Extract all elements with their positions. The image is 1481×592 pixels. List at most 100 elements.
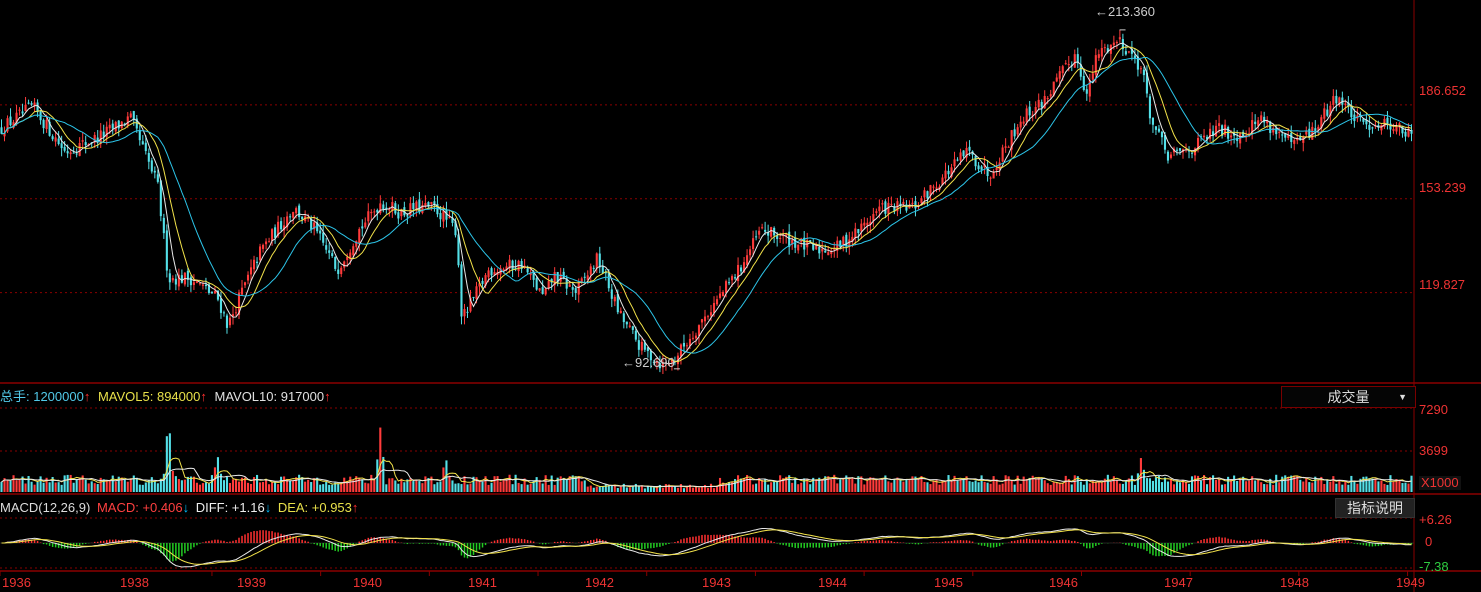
volume-bar	[271, 482, 274, 492]
candle-body	[319, 230, 322, 234]
volume-bar	[968, 481, 971, 492]
volume-bar	[132, 475, 135, 492]
candle-body	[156, 174, 159, 182]
volume-bar	[1103, 478, 1106, 492]
candle	[836, 236, 839, 258]
candle-body	[547, 281, 550, 289]
candle-body	[1362, 118, 1365, 122]
volume-bar	[694, 486, 698, 492]
candle-body	[1251, 120, 1254, 134]
volume-bar	[1323, 483, 1326, 492]
candle	[752, 230, 755, 257]
candle	[385, 202, 388, 214]
candle-body	[1088, 80, 1091, 97]
volume-bar	[932, 480, 935, 492]
volume-bar	[231, 479, 235, 492]
volume-bar	[1139, 458, 1142, 492]
candle	[818, 239, 821, 259]
candle	[460, 261, 463, 325]
volume-bar	[156, 483, 159, 492]
volume-bar	[265, 479, 268, 492]
volume-bar	[418, 481, 421, 492]
volume-bar	[12, 475, 15, 492]
candle	[655, 357, 658, 370]
candle-body	[869, 221, 872, 225]
volume-bar	[697, 487, 701, 492]
candle	[1010, 129, 1013, 158]
candle-body	[45, 119, 48, 130]
volume-bar	[989, 483, 992, 492]
candle-body	[740, 267, 743, 272]
volume-indicator-dropdown[interactable]: 成交量 ▼	[1281, 386, 1416, 408]
volume-bar	[60, 484, 63, 492]
candle-body	[818, 246, 821, 254]
volume-bar	[237, 481, 241, 492]
volume-bar	[661, 487, 664, 492]
candle-body	[541, 287, 544, 294]
candle-body	[367, 211, 370, 222]
candle-body	[1055, 77, 1058, 82]
indicator-help-button[interactable]: 指标说明	[1335, 498, 1415, 518]
volume-bar	[556, 477, 559, 492]
volume-bar	[607, 485, 610, 492]
volume-bar	[436, 482, 439, 492]
candle	[252, 255, 256, 275]
candle	[715, 295, 719, 306]
candle-body	[51, 136, 54, 140]
candle	[595, 252, 598, 273]
volume-bar	[1196, 475, 1200, 492]
candle-body	[1037, 99, 1040, 108]
volume-bar	[171, 470, 174, 492]
candle-body	[1118, 37, 1121, 40]
volume-bar	[836, 483, 839, 492]
volume-bar	[472, 476, 475, 492]
candle	[304, 210, 307, 224]
candle	[382, 200, 385, 213]
candle-body	[1242, 131, 1245, 136]
candle	[989, 176, 992, 186]
volume-bar	[1022, 476, 1025, 492]
candle-body	[731, 276, 734, 281]
volume-bar	[460, 484, 463, 492]
candle-body	[493, 272, 496, 275]
volume-bar	[1245, 481, 1248, 492]
candle	[69, 149, 72, 160]
x-tick-label: 1947	[1164, 575, 1193, 590]
candle	[322, 224, 325, 246]
candle-body	[625, 321, 628, 325]
candle	[866, 217, 869, 233]
candle-body	[171, 278, 174, 281]
candle-body	[538, 288, 541, 291]
macd-panel	[0, 528, 1414, 568]
volume-bar	[995, 479, 998, 492]
candle-body	[1151, 117, 1155, 125]
candle	[1203, 128, 1206, 142]
candle	[1100, 39, 1103, 63]
volume-unit: X1000	[1419, 475, 1461, 490]
volume-bar	[1010, 480, 1013, 492]
volume-bar	[180, 480, 183, 492]
volume-bar	[334, 482, 337, 492]
candle-body	[737, 264, 740, 282]
volume-bar	[520, 484, 523, 492]
candle	[941, 174, 944, 186]
volume-bar	[138, 484, 141, 492]
candle	[1284, 133, 1287, 142]
candle-body	[1130, 48, 1133, 54]
volume-bar	[99, 477, 102, 492]
candle	[637, 333, 640, 357]
candle-body	[463, 309, 466, 317]
candle-body	[361, 226, 364, 229]
volume-bar	[153, 481, 156, 492]
candle	[1022, 116, 1025, 126]
volume-bar	[286, 478, 289, 492]
volume-bar	[258, 482, 262, 492]
volume-bar	[839, 479, 842, 492]
volume-bar	[625, 487, 628, 492]
volume-bar	[860, 476, 863, 492]
volume-bar	[514, 474, 517, 492]
candle	[1127, 50, 1130, 54]
volume-bar	[1377, 481, 1380, 492]
volume-bar	[36, 481, 39, 492]
candle	[63, 141, 66, 153]
